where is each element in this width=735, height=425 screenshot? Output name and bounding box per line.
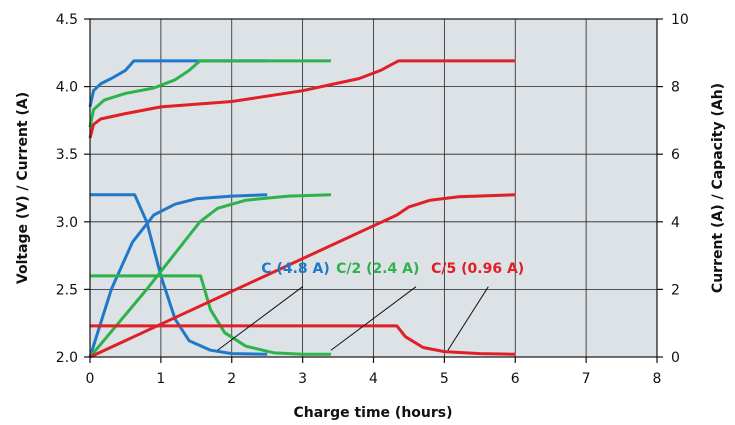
annotation-leader xyxy=(447,286,489,351)
y-right-axis-title: Current (A) / Capacity (Ah) xyxy=(710,83,726,293)
annotation-leader xyxy=(330,286,417,351)
x-tick-label: 5 xyxy=(440,371,449,387)
annotation-labels: C (4.8 A) C/2 (2.4 A) C/5 (0.96 A) xyxy=(261,261,524,277)
y-right-tick-label: 8 xyxy=(671,80,680,96)
y-right-tick-label: 2 xyxy=(671,282,680,298)
x-tick-label: 8 xyxy=(653,371,662,387)
annotation-label: C/5 (0.96 A) xyxy=(431,261,524,277)
series-line-c-2-2-4-a-current xyxy=(90,274,331,356)
series-line-c-5-0-96-a-voltage xyxy=(88,59,516,139)
x-tick-label: 4 xyxy=(369,371,378,387)
y-left-tick-label: 4.0 xyxy=(56,80,78,96)
x-axis-title: Charge time (hours) xyxy=(293,405,452,421)
x-tick-label: 2 xyxy=(227,371,236,387)
annotation-label: C (4.8 A) xyxy=(261,261,329,277)
y-left-tick-label: 3.0 xyxy=(56,215,78,231)
series-line-c-5-0-96-a-capacity xyxy=(89,193,516,359)
x-tick-label: 6 xyxy=(511,371,520,387)
x-tick-label: 0 xyxy=(86,371,95,387)
y-left-tick-label: 2.5 xyxy=(56,282,78,298)
y-left-axis-title: Voltage (V) / Current (A) xyxy=(15,92,31,284)
y-right-tick-label: 0 xyxy=(671,350,680,366)
series-line-c-4-8-a-capacity xyxy=(88,193,268,358)
x-tick-label: 7 xyxy=(582,371,591,387)
y-left-tick-label: 2.0 xyxy=(56,350,78,366)
series-lines xyxy=(88,59,516,359)
x-tick-label: 3 xyxy=(298,371,307,387)
y-right-tick-label: 10 xyxy=(671,12,689,28)
annotation-leaders xyxy=(217,286,489,351)
y-left-tick-label: 3.5 xyxy=(56,147,78,163)
series-line-c-2-2-4-a-capacity xyxy=(88,193,332,358)
annotation-label: C/2 (2.4 A) xyxy=(336,261,419,277)
annotation-leader xyxy=(217,286,303,351)
axis-ticks: 0 1 2 3 4 5 6 7 8 2.0 2.5 3.0 3.5 4.0 4.5 0 2 4 6 8 10 xyxy=(56,12,689,387)
y-right-tick-label: 6 xyxy=(671,147,680,163)
series-line-c-5-0-96-a-current xyxy=(90,324,516,356)
y-left-tick-label: 4.5 xyxy=(56,12,78,28)
series-line-c-2-2-4-a-voltage xyxy=(88,59,331,128)
y-right-tick-label: 4 xyxy=(671,215,680,231)
x-tick-label: 1 xyxy=(156,371,165,387)
grid-lines xyxy=(90,19,657,357)
